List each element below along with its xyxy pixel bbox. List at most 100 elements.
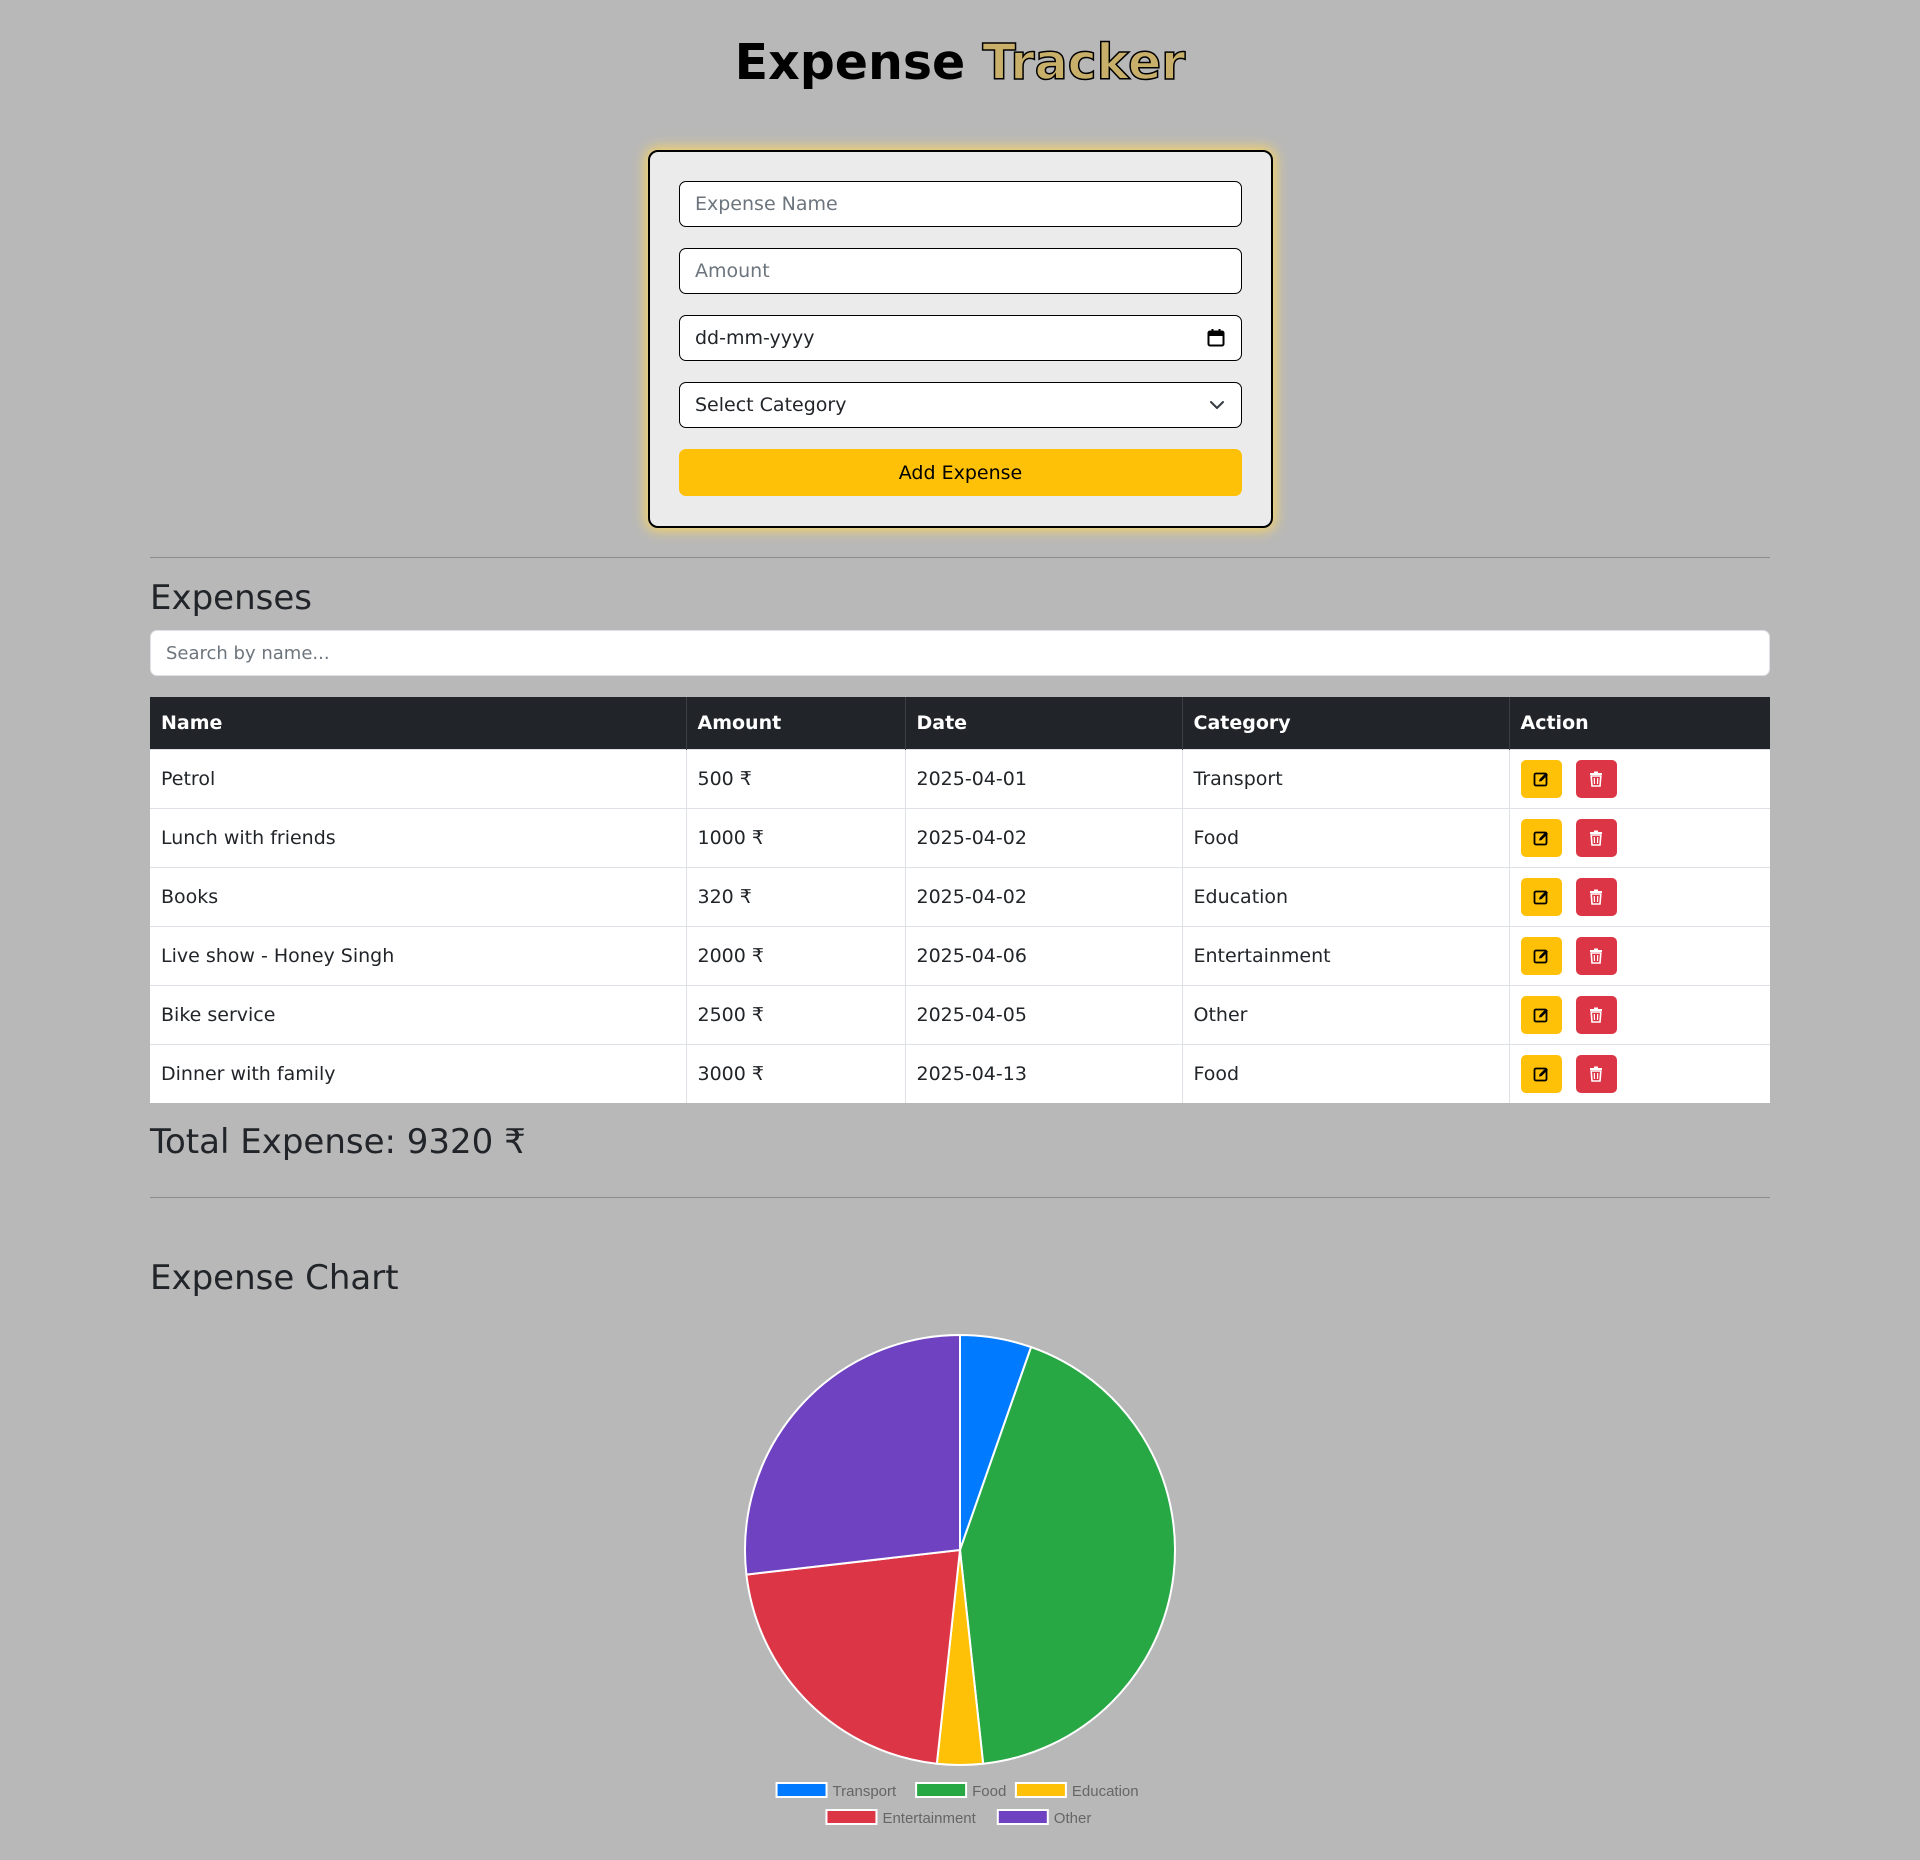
legend-item-transport[interactable]: Transport xyxy=(775,1782,897,1800)
delete-button[interactable] xyxy=(1575,1054,1617,1093)
legend-swatch xyxy=(996,1809,1049,1825)
trash-icon xyxy=(1589,771,1603,787)
legend-label: Transport xyxy=(833,1783,897,1800)
cell-category: Education xyxy=(1182,866,1510,926)
cell-name: Live show - Honey Singh xyxy=(150,925,687,985)
legend-swatch xyxy=(1014,1782,1067,1798)
cell-action xyxy=(1509,748,1770,808)
pie-chart: Transport Food Education Entertainment Other xyxy=(744,1333,1176,1827)
delete-button[interactable] xyxy=(1575,936,1617,975)
search-input[interactable] xyxy=(166,642,1754,664)
legend-item-entertainment[interactable]: Entertainment xyxy=(825,1809,977,1827)
search-field[interactable] xyxy=(150,630,1770,676)
expense-chart: Transport Food Education Entertainment Other xyxy=(740,1330,1180,1830)
pencil-square-icon xyxy=(1533,830,1549,846)
amount-field[interactable] xyxy=(679,248,1242,294)
edit-button[interactable] xyxy=(1520,759,1562,798)
expense-name-field[interactable] xyxy=(679,181,1242,227)
legend-label: Entertainment xyxy=(882,1810,976,1827)
divider xyxy=(150,1197,1770,1198)
chevron-down-icon xyxy=(1209,400,1225,410)
table-header-row: Name Amount Date Category Action xyxy=(150,697,1770,749)
cell-action xyxy=(1509,1043,1770,1103)
pencil-square-icon xyxy=(1533,1007,1549,1023)
edit-button[interactable] xyxy=(1520,936,1562,975)
table-row: Petrol 500 ₹2025-04-01 Transport xyxy=(150,748,1770,808)
legend-label: Food xyxy=(972,1783,1006,1800)
cell-amount: 320 ₹ xyxy=(686,866,906,926)
pie-slice-other[interactable] xyxy=(744,1333,961,1576)
cell-category: Entertainment xyxy=(1182,925,1510,985)
cell-name: Books xyxy=(150,866,687,926)
cell-action xyxy=(1509,925,1770,985)
category-select-value: Select Category xyxy=(695,394,847,416)
edit-button[interactable] xyxy=(1520,995,1562,1034)
pencil-square-icon xyxy=(1533,1066,1549,1082)
pencil-square-icon xyxy=(1533,889,1549,905)
cell-amount: 3000 ₹ xyxy=(686,1043,906,1103)
legend-swatch xyxy=(825,1809,878,1825)
legend-label: Other xyxy=(1054,1810,1092,1827)
cell-date: 2025-04-06 xyxy=(905,925,1183,985)
table-row: Bike service 2500 ₹2025-04-05 Other xyxy=(150,984,1770,1044)
expenses-heading: Expenses xyxy=(150,578,312,618)
edit-button[interactable] xyxy=(1520,877,1562,916)
cell-amount: 2500 ₹ xyxy=(686,984,906,1044)
pie-slice-entertainment[interactable] xyxy=(745,1548,962,1765)
title-part-1: Expense xyxy=(734,34,966,91)
cell-category: Food xyxy=(1182,807,1510,867)
delete-button[interactable] xyxy=(1575,877,1617,916)
trash-icon xyxy=(1589,1066,1603,1082)
delete-button[interactable] xyxy=(1575,995,1617,1034)
legend-item-other[interactable]: Other xyxy=(996,1809,1092,1827)
cell-amount: 2000 ₹ xyxy=(686,925,906,985)
total-expense: Total Expense: 9320 ₹ xyxy=(150,1122,526,1162)
calendar-icon[interactable] xyxy=(1207,329,1225,348)
column-header-category: Category xyxy=(1182,697,1510,749)
cell-date: 2025-04-02 xyxy=(905,866,1183,926)
trash-icon xyxy=(1589,830,1603,846)
cell-category: Food xyxy=(1182,1043,1510,1103)
legend-swatch xyxy=(915,1782,968,1798)
cell-action xyxy=(1509,866,1770,926)
cell-date: 2025-04-01 xyxy=(905,748,1183,808)
delete-button[interactable] xyxy=(1575,818,1617,857)
cell-date: 2025-04-02 xyxy=(905,807,1183,867)
cell-name: Bike service xyxy=(150,984,687,1044)
divider xyxy=(150,557,1770,558)
expenses-table: Name Amount Date Category Action Petrol 5… xyxy=(150,697,1770,1103)
legend-item-food[interactable]: Food xyxy=(915,1782,1006,1800)
edit-button[interactable] xyxy=(1520,818,1562,857)
column-header-amount: Amount xyxy=(686,697,906,749)
cell-category: Transport xyxy=(1182,748,1510,808)
edit-button[interactable] xyxy=(1520,1054,1562,1093)
category-select[interactable]: Select Category xyxy=(679,382,1242,428)
cell-name: Petrol xyxy=(150,748,687,808)
cell-amount: 500 ₹ xyxy=(686,748,906,808)
cell-date: 2025-04-13 xyxy=(905,1043,1183,1103)
add-expense-button[interactable]: Add Expense xyxy=(679,449,1242,496)
table-row: Dinner with family 3000 ₹2025-04-13 Food xyxy=(150,1043,1770,1103)
page-title: Expense Tracker xyxy=(0,0,1920,122)
trash-icon xyxy=(1589,948,1603,964)
table-row: Books 320 ₹2025-04-02 Education xyxy=(150,866,1770,926)
column-header-name: Name xyxy=(150,697,687,749)
title-part-2: Tracker xyxy=(982,33,1187,92)
legend-label: Education xyxy=(1072,1783,1139,1800)
date-field[interactable]: dd-mm-yyyy xyxy=(679,315,1242,361)
table-row: Live show - Honey Singh 2000 ₹2025-04-06 E… xyxy=(150,925,1770,985)
cell-date: 2025-04-05 xyxy=(905,984,1183,1044)
amount-input[interactable] xyxy=(695,260,1226,282)
legend-item-education[interactable]: Education xyxy=(1014,1782,1139,1800)
cell-name: Lunch with friends xyxy=(150,807,687,867)
cell-amount: 1000 ₹ xyxy=(686,807,906,867)
trash-icon xyxy=(1589,889,1603,905)
pie-slice-food[interactable] xyxy=(958,1345,1176,1765)
table-row: Lunch with friends 1000 ₹2025-04-02 Food xyxy=(150,807,1770,867)
pencil-square-icon xyxy=(1533,948,1549,964)
delete-button[interactable] xyxy=(1575,759,1617,798)
legend-swatch xyxy=(775,1782,828,1798)
expense-name-input[interactable] xyxy=(695,193,1226,215)
date-input[interactable]: dd-mm-yyyy xyxy=(695,327,815,349)
pencil-square-icon xyxy=(1533,771,1549,787)
